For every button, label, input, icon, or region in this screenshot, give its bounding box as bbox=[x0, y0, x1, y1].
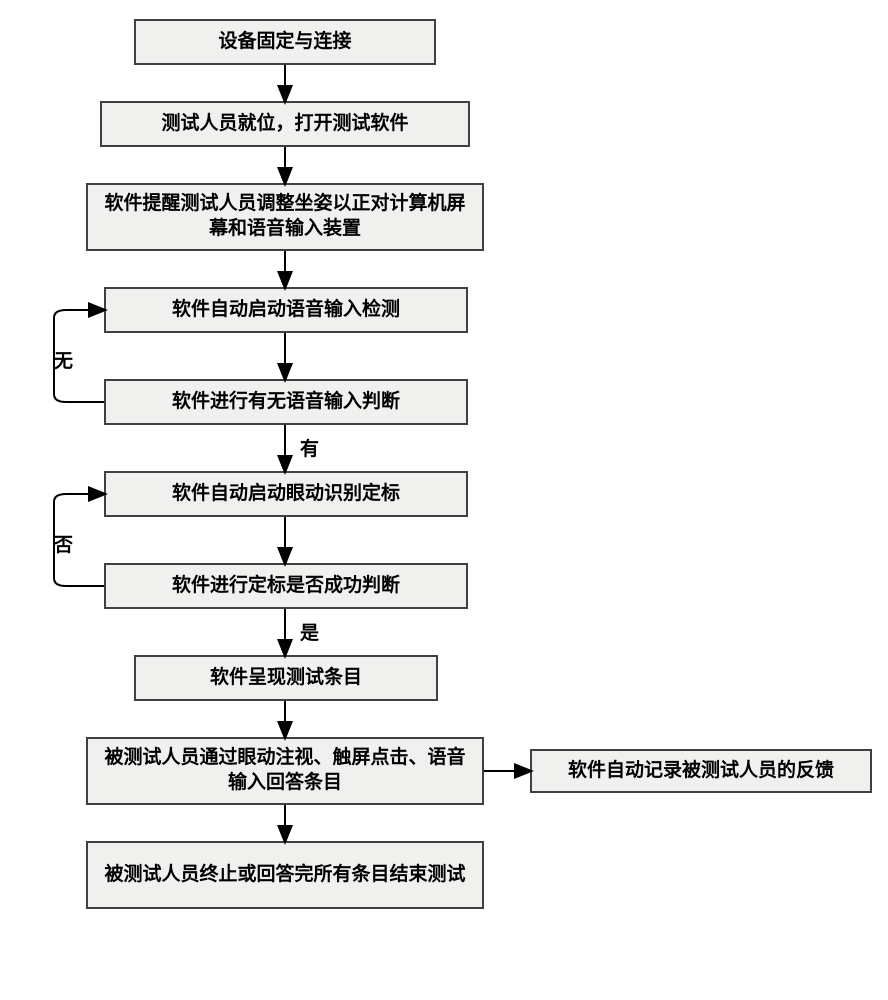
flow-node-7: 软件进行定标是否成功判断 bbox=[104, 563, 468, 609]
node-text: 软件自动启动眼动识别定标 bbox=[172, 482, 400, 507]
node-text: 设备固定与连接 bbox=[218, 30, 351, 55]
flow-node-11: 被测试人员终止或回答完所有条目结束测试 bbox=[86, 841, 484, 909]
flow-node-6: 软件自动启动眼动识别定标 bbox=[104, 471, 468, 517]
node-text: 软件自动记录被测试人员的反馈 bbox=[568, 759, 834, 784]
node-text: 被测试人员通过眼动注视、触屏点击、语音输入回答条目 bbox=[98, 746, 472, 795]
node-text: 软件呈现测试条目 bbox=[210, 666, 362, 691]
flow-node-8: 软件呈现测试条目 bbox=[134, 655, 438, 701]
node-text: 被测试人员终止或回答完所有条目结束测试 bbox=[104, 863, 465, 888]
node-text: 测试人员就位，打开测试软件 bbox=[161, 112, 408, 137]
node-text: 软件进行有无语音输入判断 bbox=[172, 390, 400, 415]
flow-node-1: 设备固定与连接 bbox=[134, 19, 436, 65]
flow-node-5: 软件进行有无语音输入判断 bbox=[104, 379, 468, 425]
flow-node-9: 被测试人员通过眼动注视、触屏点击、语音输入回答条目 bbox=[86, 737, 484, 805]
node-text: 软件自动启动语音输入检测 bbox=[172, 298, 400, 323]
edge-label-yes-1: 有 bbox=[300, 434, 319, 461]
node-text: 软件提醒测试人员调整坐姿以正对计算机屏幕和语音输入装置 bbox=[98, 192, 472, 241]
edge-label-no-2: 否 bbox=[54, 530, 73, 557]
flow-node-10: 软件自动记录被测试人员的反馈 bbox=[530, 749, 872, 793]
flow-node-3: 软件提醒测试人员调整坐姿以正对计算机屏幕和语音输入装置 bbox=[86, 183, 484, 251]
flow-node-4: 软件自动启动语音输入检测 bbox=[104, 287, 468, 333]
edge-label-yes-2: 是 bbox=[300, 618, 319, 645]
node-text: 软件进行定标是否成功判断 bbox=[172, 574, 400, 599]
edge-label-no-1: 无 bbox=[54, 346, 73, 373]
flow-node-2: 测试人员就位，打开测试软件 bbox=[100, 101, 470, 147]
